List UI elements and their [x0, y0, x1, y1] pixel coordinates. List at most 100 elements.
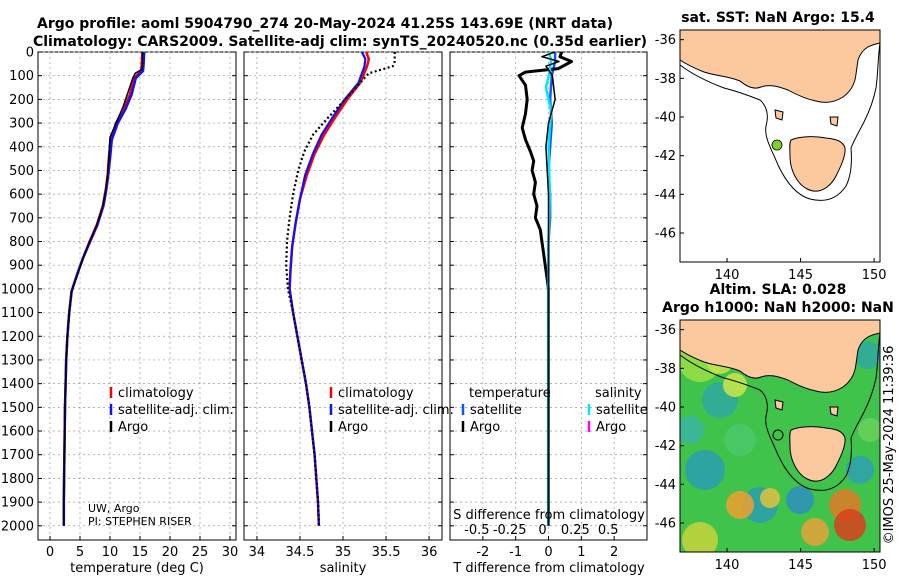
- depth-tick-label: 1600: [1, 425, 34, 440]
- sla-anomaly-patch: [786, 486, 814, 514]
- sdiff-argo-line: [541, 51, 560, 526]
- sla-anomaly-patch: [685, 450, 725, 490]
- depth-tick-label: 1500: [1, 401, 34, 416]
- sla-map-float-marker: [772, 429, 784, 441]
- temperature-xtick-label: 30: [222, 545, 239, 560]
- legend-t-argo-label: Argo: [470, 420, 500, 435]
- s-difference-tick-label: -0.5: [464, 523, 489, 538]
- s-difference-tick-label: 0: [538, 523, 546, 538]
- sla-map-flinders-island: [829, 406, 839, 417]
- salinity-panel: [243, 51, 443, 541]
- salinity-xlabel: salinity: [320, 561, 367, 576]
- sst-map-lon-tick-label: 150: [862, 268, 887, 283]
- depth-tick-label: 900: [9, 259, 34, 274]
- depth-tick-label: 1700: [1, 448, 34, 463]
- salinity-xtick-label: 34: [249, 545, 266, 560]
- sla-map-lat-tick-label: -42: [655, 439, 676, 454]
- salinity-argo-line: [285, 52, 396, 526]
- sla-map-lon-tick-label: 145: [788, 558, 813, 573]
- sst-map-lon-tick-label: 140: [715, 268, 740, 283]
- legend-clim-label: climatology: [118, 386, 194, 401]
- s-difference-tick-label: -0.25: [493, 523, 527, 538]
- legend-salinity-heading: salinity: [595, 386, 642, 401]
- sla-map-title1: Altim. SLA: 0.028: [710, 282, 847, 298]
- sst-map-king-island: [774, 109, 784, 121]
- s-difference-tick-label: 0.5: [598, 523, 619, 538]
- sst-map-lat-tick-label: -42: [655, 149, 676, 164]
- difference-xtick-label: 1: [577, 545, 585, 560]
- difference-top-label: S difference from climatology: [453, 508, 645, 523]
- sla-map-tasmania: [789, 426, 846, 482]
- sla-map-frame: [679, 319, 881, 553]
- legend-t-sat-label: satellite: [470, 403, 522, 418]
- s-difference-tick-label: 0.25: [561, 523, 590, 538]
- sla-anomaly-patch: [723, 373, 747, 397]
- legend-argo-label: Argo: [118, 420, 148, 435]
- difference-legend: temperature salinity satellite Argo sate…: [461, 386, 648, 435]
- difference-xtick-label: -2: [476, 545, 489, 560]
- sla-map-lat-tick-label: -40: [655, 401, 676, 416]
- depth-tick-label: 0: [26, 46, 34, 61]
- sla-anomaly-patch: [858, 418, 880, 442]
- sst-map-mainland: [679, 29, 881, 103]
- sla-map-anomalies: [680, 338, 880, 552]
- temperature-panel: [37, 51, 237, 541]
- legend-s-sat-label: satellite: [596, 403, 648, 418]
- main-title-line1: Argo profile: aoml 5904790_274 20-May-20…: [37, 16, 613, 32]
- sla-map-title2: Argo h1000: NaN h2000: NaN: [662, 300, 894, 316]
- depth-tick-label: 1100: [1, 306, 34, 321]
- depth-tick-label: 1800: [1, 472, 34, 487]
- salinity-axes: [243, 51, 443, 541]
- legend-sat-label: satellite-adj. clim.: [338, 403, 454, 418]
- depth-tick-label: 300: [9, 117, 34, 132]
- gridlines: [38, 51, 647, 540]
- depth-tick-label: 1900: [1, 496, 34, 511]
- sst-map-lat-tick-label: -40: [655, 111, 676, 126]
- sst-map-ticks: -36 -38 -40 -42 -44 -46 140 145 150: [655, 33, 887, 283]
- sla-map-bathymetry-contour: [680, 332, 880, 491]
- temperature-xtick-label: 0: [46, 545, 54, 560]
- float-owner-note: UW, Argo: [88, 502, 140, 515]
- salinity-xtick-label: 34.5: [285, 545, 314, 560]
- sla-anomaly-patch: [680, 416, 704, 444]
- sst-map-title: sat. SST: NaN Argo: 15.4: [681, 10, 875, 26]
- temperature-xtick-label: 25: [192, 545, 209, 560]
- legend-temperature-heading: temperature: [469, 386, 551, 401]
- depth-tick-label: 400: [9, 140, 34, 155]
- temperature-xlabel: temperature (deg C): [70, 561, 204, 576]
- difference-xtick-label: 0: [544, 545, 552, 560]
- depth-tick-label: 700: [9, 211, 34, 226]
- sla-map-lat-tick-label: -36: [655, 323, 676, 338]
- main-title-line2: Climatology: CARS2009. Satellite-adj cli…: [33, 34, 647, 50]
- sst-map-lat-tick-label: -36: [655, 33, 676, 48]
- temperature-xtick-label: 5: [76, 545, 84, 560]
- depth-tick-label: 200: [9, 93, 34, 108]
- difference-xlabel: T difference from climatology: [452, 561, 645, 576]
- legend-clim-label: climatology: [338, 386, 414, 401]
- legend-s-argo-label: Argo: [596, 420, 626, 435]
- temperature-xtick-label: 20: [162, 545, 179, 560]
- sla-anomaly-patch: [682, 522, 718, 552]
- sla-anomaly-patch: [760, 488, 780, 508]
- salinity-xtick-label: 35: [335, 545, 352, 560]
- depth-tick-label: 500: [9, 164, 34, 179]
- temperature-xtick-label: 15: [132, 545, 149, 560]
- sla-anomaly-patch: [854, 341, 880, 369]
- depth-tick-label: 600: [9, 188, 34, 203]
- depth-tick-label: 1400: [1, 377, 34, 392]
- sla-map-lat-tick-label: -44: [655, 478, 676, 493]
- sst-map-frame: [679, 29, 881, 263]
- legend-sat-label: satellite-adj. clim.: [118, 403, 234, 418]
- depth-tick-label: 1200: [1, 330, 34, 345]
- sst-map-lat-tick-label: -44: [655, 188, 676, 203]
- sst-map-lon-tick-label: 145: [788, 268, 813, 283]
- salinity-legend: climatology satellite-adj. clim. Argo: [329, 386, 454, 435]
- temperature-xtick-label: 10: [102, 545, 119, 560]
- sla-map-king-island: [774, 399, 784, 411]
- axis-ticks: 0100200300400500600700800900100011001200…: [1, 46, 647, 560]
- pi-note: PI: STEPHEN RISER: [88, 515, 192, 528]
- sla-anomaly-patch: [726, 491, 754, 519]
- temperature-axes: [37, 51, 237, 541]
- depth-tick-label: 2000: [1, 519, 34, 534]
- imos-watermark: ©IMOS 25-May-2024 11:39:36: [882, 346, 897, 545]
